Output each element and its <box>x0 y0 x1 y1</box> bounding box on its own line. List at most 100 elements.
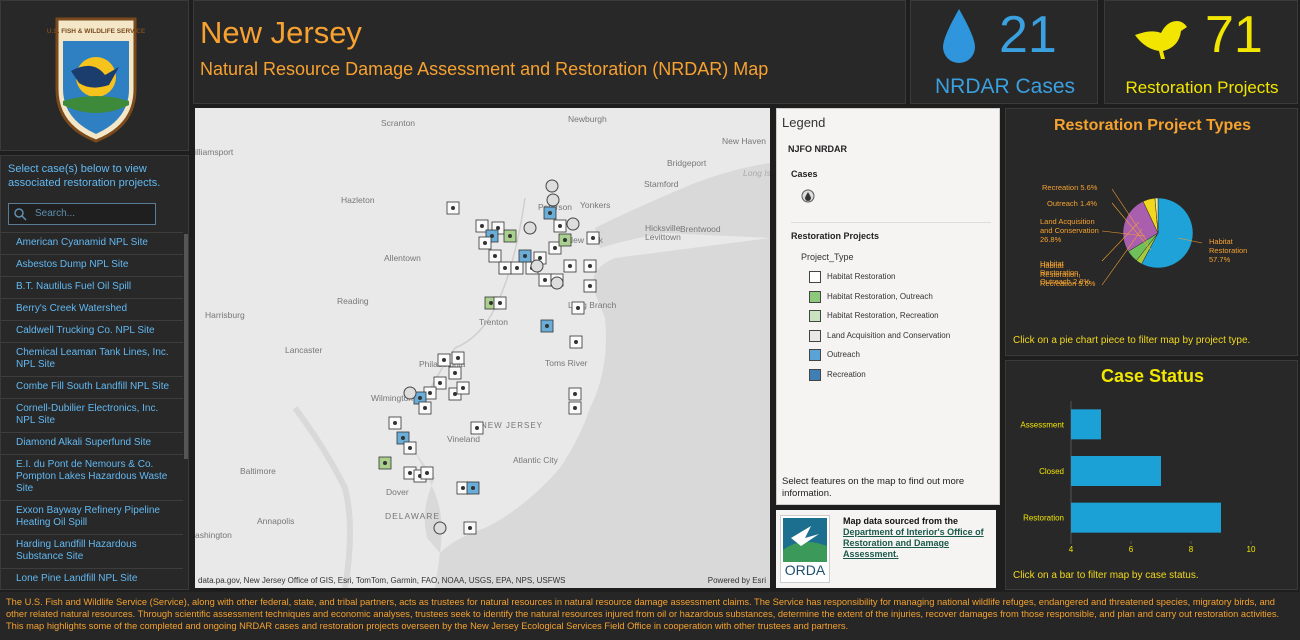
case-item[interactable]: Exxon Bayway Refinery Pipeline Heating O… <box>1 501 183 535</box>
map-marker-dot <box>383 461 387 465</box>
pie-labels: Habitat Restoration 57.7% Habitat Restora… <box>1006 109 1299 357</box>
map-marker-dot <box>508 234 512 238</box>
map-marker-dot <box>553 246 557 250</box>
map-marker-dot <box>576 306 580 310</box>
search-box[interactable]: Search... <box>8 203 156 225</box>
case-item[interactable]: Lone Pine Landfill NPL Site <box>1 569 183 588</box>
map-marker-dot <box>515 266 519 270</box>
map-label: Trenton <box>479 317 508 327</box>
map[interactable]: Scranton Newburgh New Haven illiamsport Brid… <box>195 108 770 588</box>
case-item[interactable]: Harding Landfill Hazardous Substance Sit… <box>1 535 183 569</box>
map-label: Atlantic City <box>513 455 559 465</box>
map-label: New Haven <box>722 136 766 146</box>
bar-panel: Case Status 4 6 8 10 Assessment Closed Restora… <box>1005 360 1298 590</box>
case-item[interactable]: Asbestos Dump NPL Site <box>1 255 183 277</box>
legend-layer: NJFO NRDAR <box>788 144 848 154</box>
pie-chart <box>1101 188 1203 286</box>
pie-note: Click on a pie chart piece to filter map… <box>1013 335 1251 346</box>
map-marker-dot <box>428 391 432 395</box>
case-marker <box>566 217 580 231</box>
map-marker-dot <box>451 206 455 210</box>
map-marker-dot <box>480 224 484 228</box>
indicator-value: 21 <box>999 6 1057 64</box>
pie-label-value: 1.4% <box>1079 199 1098 208</box>
pie-slice[interactable] <box>1154 197 1159 234</box>
case-item[interactable]: Combe Fill South Landfill NPL Site <box>1 377 183 399</box>
x-tick-label: 6 <box>1129 545 1134 554</box>
legend-projects: Restoration Projects <box>791 231 880 241</box>
map-marker-dot <box>493 254 497 258</box>
case-item[interactable]: Chemical Leaman Tank Lines, Inc. NPL Sit… <box>1 343 183 377</box>
case-item[interactable]: E.I. du Pont de Nemours & Co. Pompton La… <box>1 455 183 501</box>
ocean <box>435 238 770 588</box>
map-label: Harrisburg <box>205 310 245 320</box>
map-label: New York <box>567 235 604 245</box>
source-link[interactable]: Department of Interior's Office of Resto… <box>843 527 984 559</box>
map-marker-dot <box>461 486 465 490</box>
case-item[interactable]: Caldwell Trucking Co. NPL Site <box>1 321 183 343</box>
map-label: Hicksville <box>645 223 681 233</box>
drop <box>943 9 975 63</box>
pie-label-name: Habitat Restoration, Outreach <box>1040 259 1081 286</box>
logo-panel: U.S. FISH & WILDLIFE SERVICE <box>0 0 189 151</box>
map-marker-dot <box>545 324 549 328</box>
legend-type: Habitat Restoration, Recreation <box>777 309 1001 329</box>
pie-slice[interactable] <box>1122 201 1159 252</box>
indicator-label: Restoration Projects <box>1125 78 1279 97</box>
case-list: American Cyanamid NPL Site Asbestos Dump … <box>1 232 183 588</box>
map-marker-dot <box>408 471 412 475</box>
case-item[interactable]: Cornell-Dubilier Electronics, Inc. NPL S… <box>1 399 183 433</box>
search-glass <box>14 208 24 218</box>
legend-icon <box>809 310 821 322</box>
pie-label-value: 57.7% <box>1209 255 1231 264</box>
case-item[interactable]: Diamond Alkali Superfund Site <box>1 433 183 455</box>
case-marker <box>530 259 544 273</box>
map-marker-dot <box>393 421 397 425</box>
logo-text: U.S. FISH & WILDLIFE SERVICE <box>47 28 146 35</box>
pie-slice[interactable] <box>1141 197 1194 269</box>
map-marker-dot <box>423 406 427 410</box>
pie-label-value: 5.6% <box>1080 183 1098 192</box>
map-marker-dot <box>461 386 465 390</box>
bar[interactable] <box>1071 502 1221 533</box>
pie-label-value: 5.6% <box>1078 279 1096 288</box>
map-label: Brentwood <box>680 224 721 234</box>
map-label: Dover <box>386 487 409 497</box>
map-marker-dot <box>418 396 422 400</box>
footer: The U.S. Fish and Wildlife Service (Serv… <box>0 592 1300 640</box>
case-item[interactable]: B.T. Nautilus Fuel Oil Spill <box>1 277 183 299</box>
x-tick-label: 8 <box>1189 545 1194 554</box>
map-marker-dot <box>558 224 562 228</box>
case-item[interactable]: American Cyanamid NPL Site <box>1 233 183 255</box>
state-line <box>419 197 526 409</box>
pie-label-name: Recreation <box>1042 183 1079 192</box>
map-label: ashington <box>195 530 232 540</box>
orda-logo: ORDA <box>780 515 830 583</box>
map-label: Toms River <box>545 358 588 368</box>
legend-icon <box>809 368 821 381</box>
map-label: Baltimore <box>240 466 276 476</box>
orda-hill <box>783 541 827 562</box>
indicator-cases: 21 NRDAR Cases <box>910 0 1098 104</box>
y-tick-label: Restoration <box>1023 514 1064 523</box>
map-marker-dot <box>548 211 552 215</box>
pie-label: Land Acquisition and Conservation 26.8% <box>1040 217 1102 244</box>
map-marker-dot <box>498 301 502 305</box>
case-item[interactable]: Berry's Creek Watershed <box>1 299 183 321</box>
pie-label-name: Land Acquisition and Conservation <box>1040 217 1099 235</box>
legend-hint: Select features on the map to find out m… <box>782 476 965 499</box>
legend-cases: Cases <box>791 169 818 179</box>
search-handle <box>21 215 27 221</box>
map-marker-dot <box>563 238 567 242</box>
bar[interactable] <box>1071 456 1161 486</box>
pie-label-value: 2.8% <box>1072 277 1091 286</box>
map-marker-dot <box>591 236 595 240</box>
pie-label-value: 26.8% <box>1040 235 1062 244</box>
indicator-value: 71 <box>1205 6 1263 64</box>
bar[interactable] <box>1071 409 1101 440</box>
map-marker-dot <box>573 406 577 410</box>
chesapeake <box>292 406 353 588</box>
legend-panel: Legend NJFO NRDAR Cases Restoration Proj… <box>776 108 1000 505</box>
map-marker-dot <box>489 301 493 305</box>
legend-divider <box>791 222 991 223</box>
